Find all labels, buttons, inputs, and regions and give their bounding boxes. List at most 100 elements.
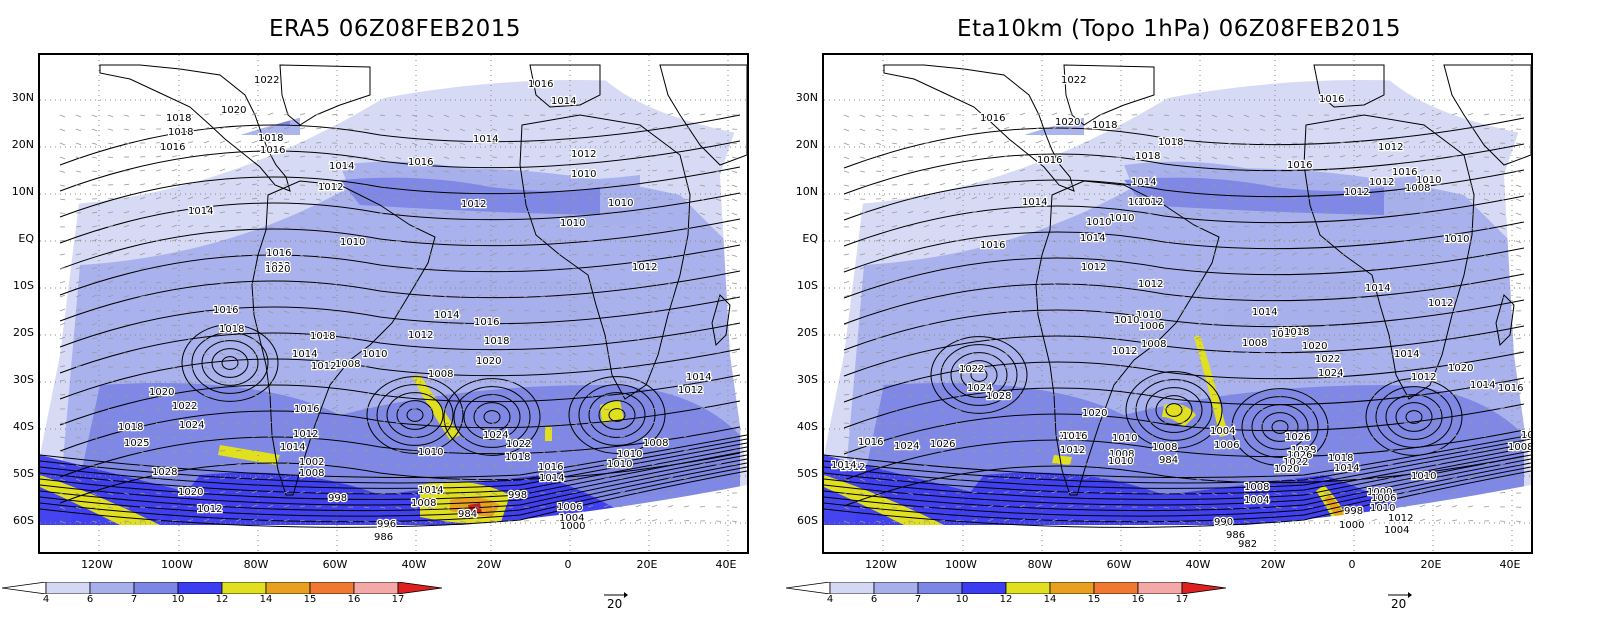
- isobar-label: 1016: [213, 305, 238, 316]
- wind-vector: [251, 197, 258, 200]
- wind-vector: [1051, 366, 1058, 369]
- wind-vector: [155, 267, 162, 270]
- wind-vector: [1275, 211, 1282, 214]
- wind-vector: [1211, 294, 1218, 298]
- wind-vector: [1387, 366, 1394, 370]
- isobar-label: 1026: [930, 439, 955, 450]
- wind-vector: [427, 198, 434, 201]
- isobar-label: 1006: [1371, 493, 1396, 504]
- wind-vector: [139, 422, 146, 426]
- wind-vector: [1323, 182, 1330, 186]
- wind-vector: [507, 114, 514, 117]
- wind-vector: [1275, 128, 1282, 131]
- wind-vector: [1083, 420, 1090, 424]
- wind-vector: [1067, 268, 1074, 272]
- wind-vector: [1227, 336, 1234, 340]
- wind-vector: [1131, 240, 1138, 244]
- wind-vector: [1163, 421, 1170, 424]
- longitude-label: 0: [564, 558, 572, 571]
- wind-vector: [1179, 198, 1186, 202]
- wind-vector: [1291, 128, 1298, 131]
- wind-vector: [379, 170, 386, 174]
- wind-vector: [91, 436, 98, 440]
- jet-streak: [468, 503, 482, 515]
- wind-vector: [363, 268, 370, 271]
- isobar-label: 1012: [408, 330, 433, 341]
- wind-vector: [1323, 478, 1330, 481]
- wind-vector: [1227, 184, 1234, 187]
- wind-vector: [939, 182, 946, 186]
- longitude-label: 120W: [81, 558, 113, 571]
- wind-vector: [187, 380, 194, 384]
- wind-vector: [1019, 112, 1026, 116]
- isobar-closed: [1145, 387, 1203, 433]
- wind-vector: [347, 365, 354, 368]
- wind-vector: [475, 225, 482, 228]
- wind-vector: [491, 238, 498, 242]
- isobar-label: 1020: [1082, 408, 1107, 419]
- wind-vector: [1211, 520, 1218, 524]
- wind-vector: [603, 477, 610, 480]
- wind-vector: [59, 478, 66, 482]
- isobar-label: 1016: [1271, 329, 1296, 340]
- wind-vector: [443, 170, 450, 173]
- isobar-label: 1016: [1287, 160, 1312, 171]
- wind-vector: [1451, 476, 1458, 480]
- isobar-label: 1012: [1388, 513, 1413, 524]
- wind-vector: [139, 352, 146, 355]
- wind-vector: [427, 436, 434, 438]
- wind-vector: [411, 520, 418, 524]
- wind-vector: [1323, 394, 1330, 398]
- isobar-label: 1012: [1411, 372, 1436, 383]
- wind-vector: [1243, 253, 1250, 256]
- wind-vector: [491, 128, 498, 131]
- wind-vector: [427, 212, 434, 215]
- wind-vector: [923, 266, 930, 270]
- wind-vector: [1275, 114, 1282, 117]
- wind-vector: [1163, 170, 1170, 174]
- wind-vector: [411, 336, 418, 340]
- wind-vector: [859, 114, 866, 118]
- wind-vector: [107, 252, 114, 256]
- isobar-line: [40, 434, 747, 478]
- wind-vector: [1227, 308, 1234, 312]
- wind-vector: [955, 238, 962, 242]
- wind-vector: [1515, 378, 1522, 382]
- wind-vector: [523, 492, 530, 495]
- wind-vector: [1371, 182, 1378, 186]
- wind-vector: [939, 142, 946, 144]
- wind-vector: [427, 128, 434, 132]
- wind-vector: [1035, 112, 1042, 116]
- wind-vector: [443, 336, 450, 340]
- colorbar: [1, 579, 443, 595]
- wind-vector: [523, 450, 530, 454]
- wind-vector: [891, 478, 898, 482]
- wind-vector: [891, 422, 898, 426]
- wind-vector: [235, 338, 242, 342]
- isobar-label: 1024: [894, 441, 919, 452]
- wind-vector: [667, 282, 674, 286]
- wind-vector: [75, 478, 82, 482]
- wind-vector: [155, 182, 162, 186]
- wind-vector: [619, 366, 626, 369]
- wind-vector: [75, 492, 82, 496]
- wind-vector: [1195, 322, 1202, 326]
- wind-vector: [267, 254, 274, 257]
- wind-vector: [1195, 281, 1202, 284]
- wind-vector: [667, 198, 674, 200]
- wind-vector: [587, 380, 594, 384]
- wind-vector: [1323, 281, 1330, 284]
- wind-vector: [315, 324, 322, 327]
- wind-vector: [635, 254, 642, 257]
- wind-vector: [507, 408, 514, 412]
- wind-vector: [939, 295, 946, 298]
- wind-vector: [1323, 422, 1330, 426]
- wind-vector: [1227, 128, 1234, 132]
- wind-vector: [155, 408, 162, 412]
- wind-vector: [379, 406, 386, 410]
- wind-vector: [555, 168, 562, 172]
- wind-vector: [731, 449, 738, 452]
- wind-vector: [155, 394, 162, 398]
